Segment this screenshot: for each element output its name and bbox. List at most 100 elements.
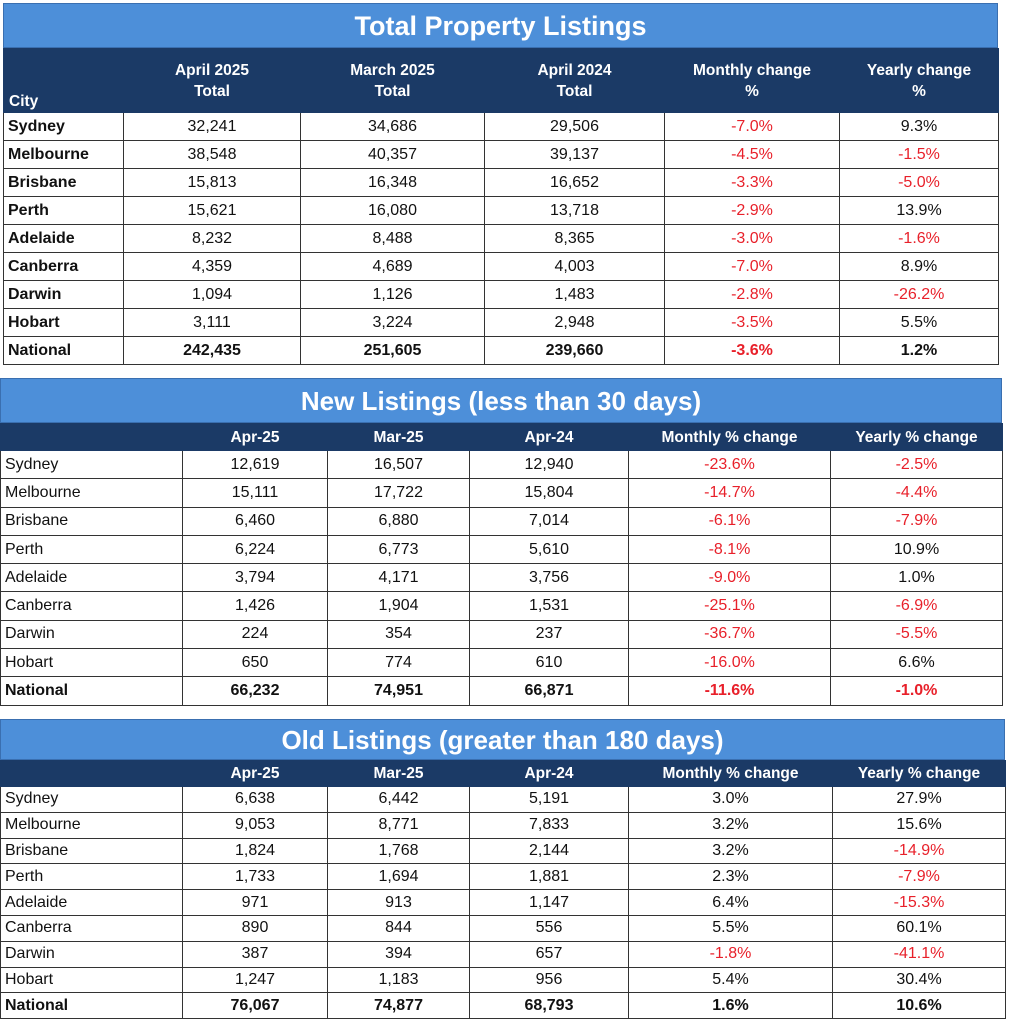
value-cell: -5.0%: [840, 169, 999, 197]
value-cell: 6,460: [183, 507, 328, 535]
value-cell: 5.5%: [840, 309, 999, 337]
value-cell: 15,621: [124, 197, 301, 225]
value-cell: 29,506: [485, 113, 665, 141]
table-row: Brisbane 1,824 1,768 2,144 3.2% -14.9%: [1, 838, 1006, 864]
value-cell: 556: [470, 915, 629, 941]
value-cell: -3.3%: [665, 169, 840, 197]
city-cell: National: [1, 677, 183, 705]
value-cell: 10.9%: [831, 535, 1003, 563]
value-cell: 1,426: [183, 592, 328, 620]
table-row: Darwin 387 394 657 -1.8% -41.1%: [1, 941, 1006, 967]
column-header: Apr-24: [470, 424, 629, 451]
value-cell: 6,773: [328, 535, 470, 563]
value-cell: 1.0%: [831, 564, 1003, 592]
table-row: Hobart 650 774 610 -16.0% 6.6%: [1, 649, 1003, 677]
value-cell: 5,191: [470, 787, 629, 813]
value-cell: 1,824: [183, 838, 328, 864]
value-cell: 7,014: [470, 507, 629, 535]
value-cell: 251,605: [301, 337, 485, 365]
value-cell: 27.9%: [833, 787, 1006, 813]
city-cell: Sydney: [1, 787, 183, 813]
value-cell: -15.3%: [833, 890, 1006, 916]
value-cell: 74,951: [328, 677, 470, 705]
value-cell: 8,488: [301, 225, 485, 253]
old-listings-block: Old Listings (greater than 180 days) Apr…: [0, 719, 1006, 1019]
value-cell: 237: [470, 620, 629, 648]
value-cell: 3,756: [470, 564, 629, 592]
value-cell: 913: [328, 890, 470, 916]
city-cell: Perth: [1, 864, 183, 890]
value-cell: -6.1%: [629, 507, 831, 535]
value-cell: 6,442: [328, 787, 470, 813]
value-cell: 2.3%: [629, 864, 833, 890]
table-row: Brisbane 15,813 16,348 16,652 -3.3% -5.0%: [4, 169, 999, 197]
column-header: Monthly % change: [629, 424, 831, 451]
value-cell: 68,793: [470, 993, 629, 1019]
value-cell: 657: [470, 941, 629, 967]
value-cell: 16,652: [485, 169, 665, 197]
city-cell: Hobart: [1, 967, 183, 993]
value-cell: -1.5%: [840, 141, 999, 169]
value-cell: -36.7%: [629, 620, 831, 648]
value-cell: 32,241: [124, 113, 301, 141]
city-cell: Hobart: [1, 649, 183, 677]
city-cell: Canberra: [1, 915, 183, 941]
city-cell: National: [1, 993, 183, 1019]
value-cell: 76,067: [183, 993, 328, 1019]
value-cell: -14.9%: [833, 838, 1006, 864]
value-cell: 774: [328, 649, 470, 677]
city-cell: Melbourne: [1, 479, 183, 507]
table-row: Melbourne 38,548 40,357 39,137 -4.5% -1.5%: [4, 141, 999, 169]
old-listings-table: Apr-25 Mar-25 Apr-24 Monthly % change Yearly…: [0, 760, 1006, 1019]
value-cell: 610: [470, 649, 629, 677]
column-header: [1, 761, 183, 787]
city-cell: National: [4, 337, 124, 365]
table-row: Adelaide 8,232 8,488 8,365 -3.0% -1.6%: [4, 225, 999, 253]
value-cell: 66,232: [183, 677, 328, 705]
value-cell: 15,813: [124, 169, 301, 197]
table-row: Darwin 224 354 237 -36.7% -5.5%: [1, 620, 1003, 648]
value-cell: 40,357: [301, 141, 485, 169]
value-cell: 13.9%: [840, 197, 999, 225]
old-listings-title: Old Listings (greater than 180 days): [0, 719, 1005, 760]
table-row: Canberra 1,426 1,904 1,531 -25.1% -6.9%: [1, 592, 1003, 620]
value-cell: 239,660: [485, 337, 665, 365]
value-cell: 10.6%: [833, 993, 1006, 1019]
city-cell: Brisbane: [1, 507, 183, 535]
value-cell: -7.9%: [833, 864, 1006, 890]
value-cell: -6.9%: [831, 592, 1003, 620]
value-cell: -25.1%: [629, 592, 831, 620]
value-cell: -41.1%: [833, 941, 1006, 967]
table-row: Melbourne 9,053 8,771 7,833 3.2% 15.6%: [1, 812, 1006, 838]
city-cell: Adelaide: [4, 225, 124, 253]
value-cell: -3.6%: [665, 337, 840, 365]
value-cell: 1,904: [328, 592, 470, 620]
value-cell: -5.5%: [831, 620, 1003, 648]
city-cell: Brisbane: [4, 169, 124, 197]
city-cell: Sydney: [1, 451, 183, 479]
column-header: Apr-24: [470, 761, 629, 787]
value-cell: 1,531: [470, 592, 629, 620]
value-cell: 1,126: [301, 281, 485, 309]
value-cell: 4,171: [328, 564, 470, 592]
table-row: National 66,232 74,951 66,871 -11.6% -1.0%: [1, 677, 1003, 705]
value-cell: 1,094: [124, 281, 301, 309]
value-cell: 8.9%: [840, 253, 999, 281]
value-cell: 1,733: [183, 864, 328, 890]
city-cell: Perth: [1, 535, 183, 563]
column-header: Monthly change %: [665, 49, 840, 113]
city-cell: Canberra: [4, 253, 124, 281]
table-row: National 76,067 74,877 68,793 1.6% 10.6%: [1, 993, 1006, 1019]
value-cell: 16,080: [301, 197, 485, 225]
city-cell: Hobart: [4, 309, 124, 337]
table-row: Sydney 32,241 34,686 29,506 -7.0% 9.3%: [4, 113, 999, 141]
city-cell: Brisbane: [1, 838, 183, 864]
value-cell: 1,483: [485, 281, 665, 309]
value-cell: -14.7%: [629, 479, 831, 507]
table-row: Perth 1,733 1,694 1,881 2.3% -7.9%: [1, 864, 1006, 890]
value-cell: -4.5%: [665, 141, 840, 169]
value-cell: -7.0%: [665, 113, 840, 141]
value-cell: 4,359: [124, 253, 301, 281]
column-header: Yearly change %: [840, 49, 999, 113]
value-cell: -1.8%: [629, 941, 833, 967]
